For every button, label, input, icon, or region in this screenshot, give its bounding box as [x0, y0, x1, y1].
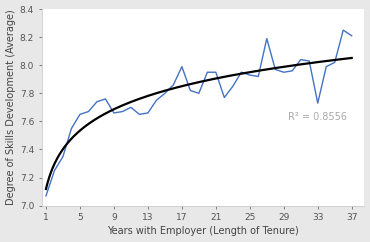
Y-axis label: Degree of Skills Development (Average): Degree of Skills Development (Average) [6, 9, 16, 205]
Text: R² = 0.8556: R² = 0.8556 [288, 112, 347, 122]
X-axis label: Years with Employer (Length of Tenure): Years with Employer (Length of Tenure) [107, 227, 299, 236]
